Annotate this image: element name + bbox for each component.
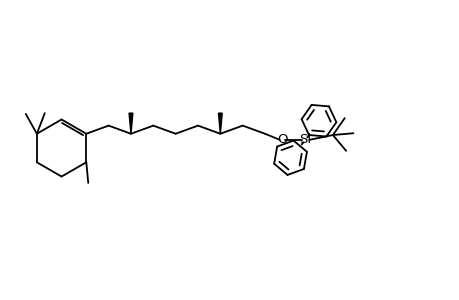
Polygon shape (129, 113, 133, 134)
Text: Si: Si (299, 134, 311, 146)
Polygon shape (218, 113, 222, 134)
Text: O: O (276, 134, 287, 146)
